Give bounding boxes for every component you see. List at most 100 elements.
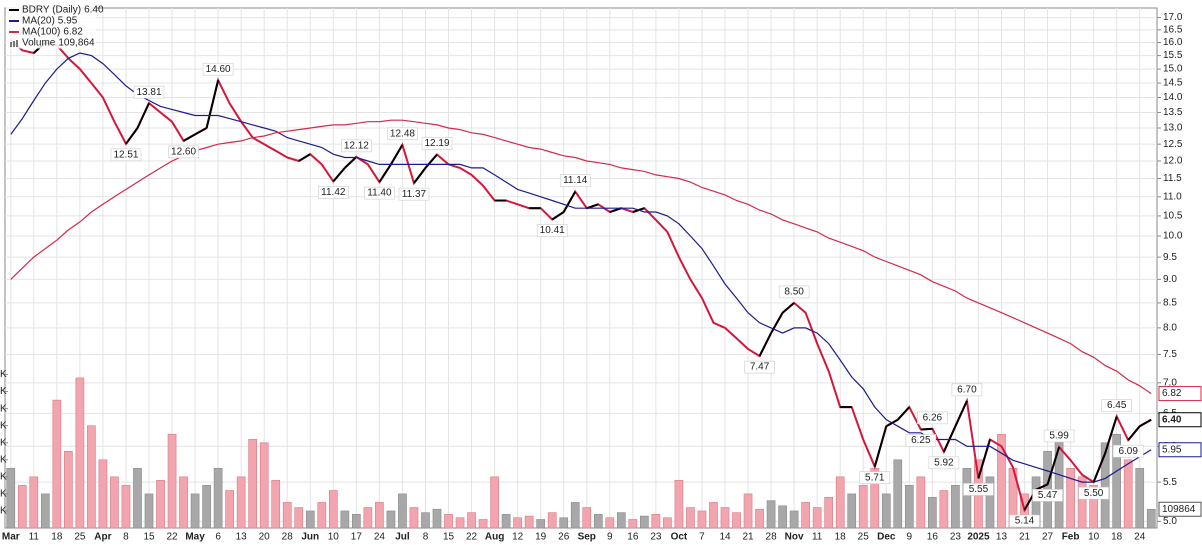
volume-bar xyxy=(663,517,672,529)
x-tick-label: 17 xyxy=(351,532,363,543)
legend-label: MA(20) xyxy=(22,16,55,27)
volume-bar xyxy=(812,507,822,529)
volume-bar xyxy=(1146,508,1156,529)
volume-bar xyxy=(628,519,638,529)
volume-bar xyxy=(340,510,350,529)
volume-bar xyxy=(317,502,327,529)
label-box xyxy=(559,174,591,187)
legend-label: Volume xyxy=(22,38,56,49)
data-label: 7.47 xyxy=(750,362,770,373)
volume-bar xyxy=(202,485,211,529)
y-tick-label: 16.5 xyxy=(1163,25,1183,36)
volume-bar xyxy=(6,468,16,529)
value-badge xyxy=(1158,386,1202,402)
volume-bar xyxy=(144,493,154,529)
volume-bar xyxy=(40,493,50,529)
y2-tick-label: K xyxy=(0,403,7,414)
volume-bar xyxy=(87,425,96,529)
volume-bar xyxy=(52,399,62,529)
volume-bar xyxy=(213,468,223,529)
data-label: 5.14 xyxy=(1015,516,1035,527)
volume-bar xyxy=(743,493,753,529)
data-label: 6.45 xyxy=(1107,400,1127,411)
data-label: 8.50 xyxy=(784,287,804,298)
data-label: 5.92 xyxy=(934,457,954,468)
x-tick-label: 8 xyxy=(123,532,129,543)
x-tick-label: 18 xyxy=(51,532,63,543)
x-tick-label: Mar xyxy=(2,532,20,543)
x-tick-label: 26 xyxy=(558,532,570,543)
volume-bar xyxy=(156,479,165,529)
y-tick-label: 12.0 xyxy=(1163,156,1183,167)
data-label: 11.37 xyxy=(402,189,427,200)
volume-bar xyxy=(1100,442,1110,529)
volume-bar xyxy=(616,512,626,529)
y-tick-label: 10.5 xyxy=(1163,211,1183,222)
volume-bar xyxy=(928,497,937,529)
badge-label: 5.95 xyxy=(1162,444,1182,455)
x-tick-label: 14 xyxy=(719,532,731,543)
y-tick-label: 9.0 xyxy=(1163,274,1177,285)
up-segment xyxy=(378,163,392,183)
volume-bar xyxy=(236,476,246,529)
y-tick-label: 10.0 xyxy=(1163,231,1183,242)
volume-bar xyxy=(179,476,188,529)
label-box xyxy=(951,383,983,397)
legend-label: MA(100) xyxy=(22,27,60,38)
up-segment xyxy=(125,127,139,145)
volume-bar xyxy=(1135,468,1145,529)
y2-tick-label: K xyxy=(0,420,7,431)
volume-bar xyxy=(697,510,707,529)
volume-bar xyxy=(881,493,891,529)
volume-bar xyxy=(363,507,373,529)
axes: 5.05.56.06.57.07.58.08.59.09.510.010.511… xyxy=(0,12,1202,543)
x-tick-label: 6 xyxy=(215,532,221,543)
up-segment xyxy=(136,102,150,129)
y-tick-label: 8.5 xyxy=(1163,298,1177,309)
volume-bar xyxy=(720,507,730,529)
volume-bar xyxy=(524,515,534,529)
x-tick-label: 19 xyxy=(535,532,547,543)
label-box xyxy=(1009,514,1040,528)
y2-tick-label: K xyxy=(0,437,7,448)
y-tick-label: 7.0 xyxy=(1163,377,1177,388)
up-segment xyxy=(897,406,911,421)
data-label: 6.09 xyxy=(1118,446,1138,457)
label-box xyxy=(917,411,948,425)
x-tick-label: 21 xyxy=(742,532,754,543)
up-segment xyxy=(413,167,427,184)
volume-bar xyxy=(1089,485,1098,529)
data-label: 5.50 xyxy=(1084,488,1104,499)
y2-tick-label: K xyxy=(0,369,7,380)
label-box xyxy=(744,360,775,374)
grid xyxy=(5,8,1157,528)
legend-bg xyxy=(6,15,96,27)
x-tick-label: 22 xyxy=(466,532,478,543)
data-label: 12.12 xyxy=(344,141,369,152)
up-segment xyxy=(1035,483,1048,491)
volume-bar xyxy=(375,502,384,529)
up-segment xyxy=(205,79,220,129)
volume-bar xyxy=(75,377,85,529)
volume-bar xyxy=(294,507,304,529)
data-label: 13.81 xyxy=(136,87,161,98)
y2-tick-label: K xyxy=(0,471,7,482)
volume-bar xyxy=(29,476,39,529)
volume-bar xyxy=(271,479,281,529)
x-tick-label: Apr xyxy=(94,532,111,543)
volume-bar xyxy=(259,442,269,529)
label-box xyxy=(778,285,810,299)
legend-value: 109,864 xyxy=(58,38,95,49)
volume-bar xyxy=(1066,468,1075,529)
label-box xyxy=(387,127,418,141)
volume-bar xyxy=(121,485,131,529)
label-box xyxy=(110,148,142,162)
volume-bar xyxy=(916,476,926,529)
volume-bar xyxy=(248,439,258,529)
volume-bar xyxy=(352,514,361,529)
x-tick-label: Sep xyxy=(578,532,596,543)
volume-bar xyxy=(17,485,27,529)
volume-bar xyxy=(386,510,396,529)
value-badge xyxy=(1158,501,1202,517)
label-box xyxy=(963,483,994,496)
